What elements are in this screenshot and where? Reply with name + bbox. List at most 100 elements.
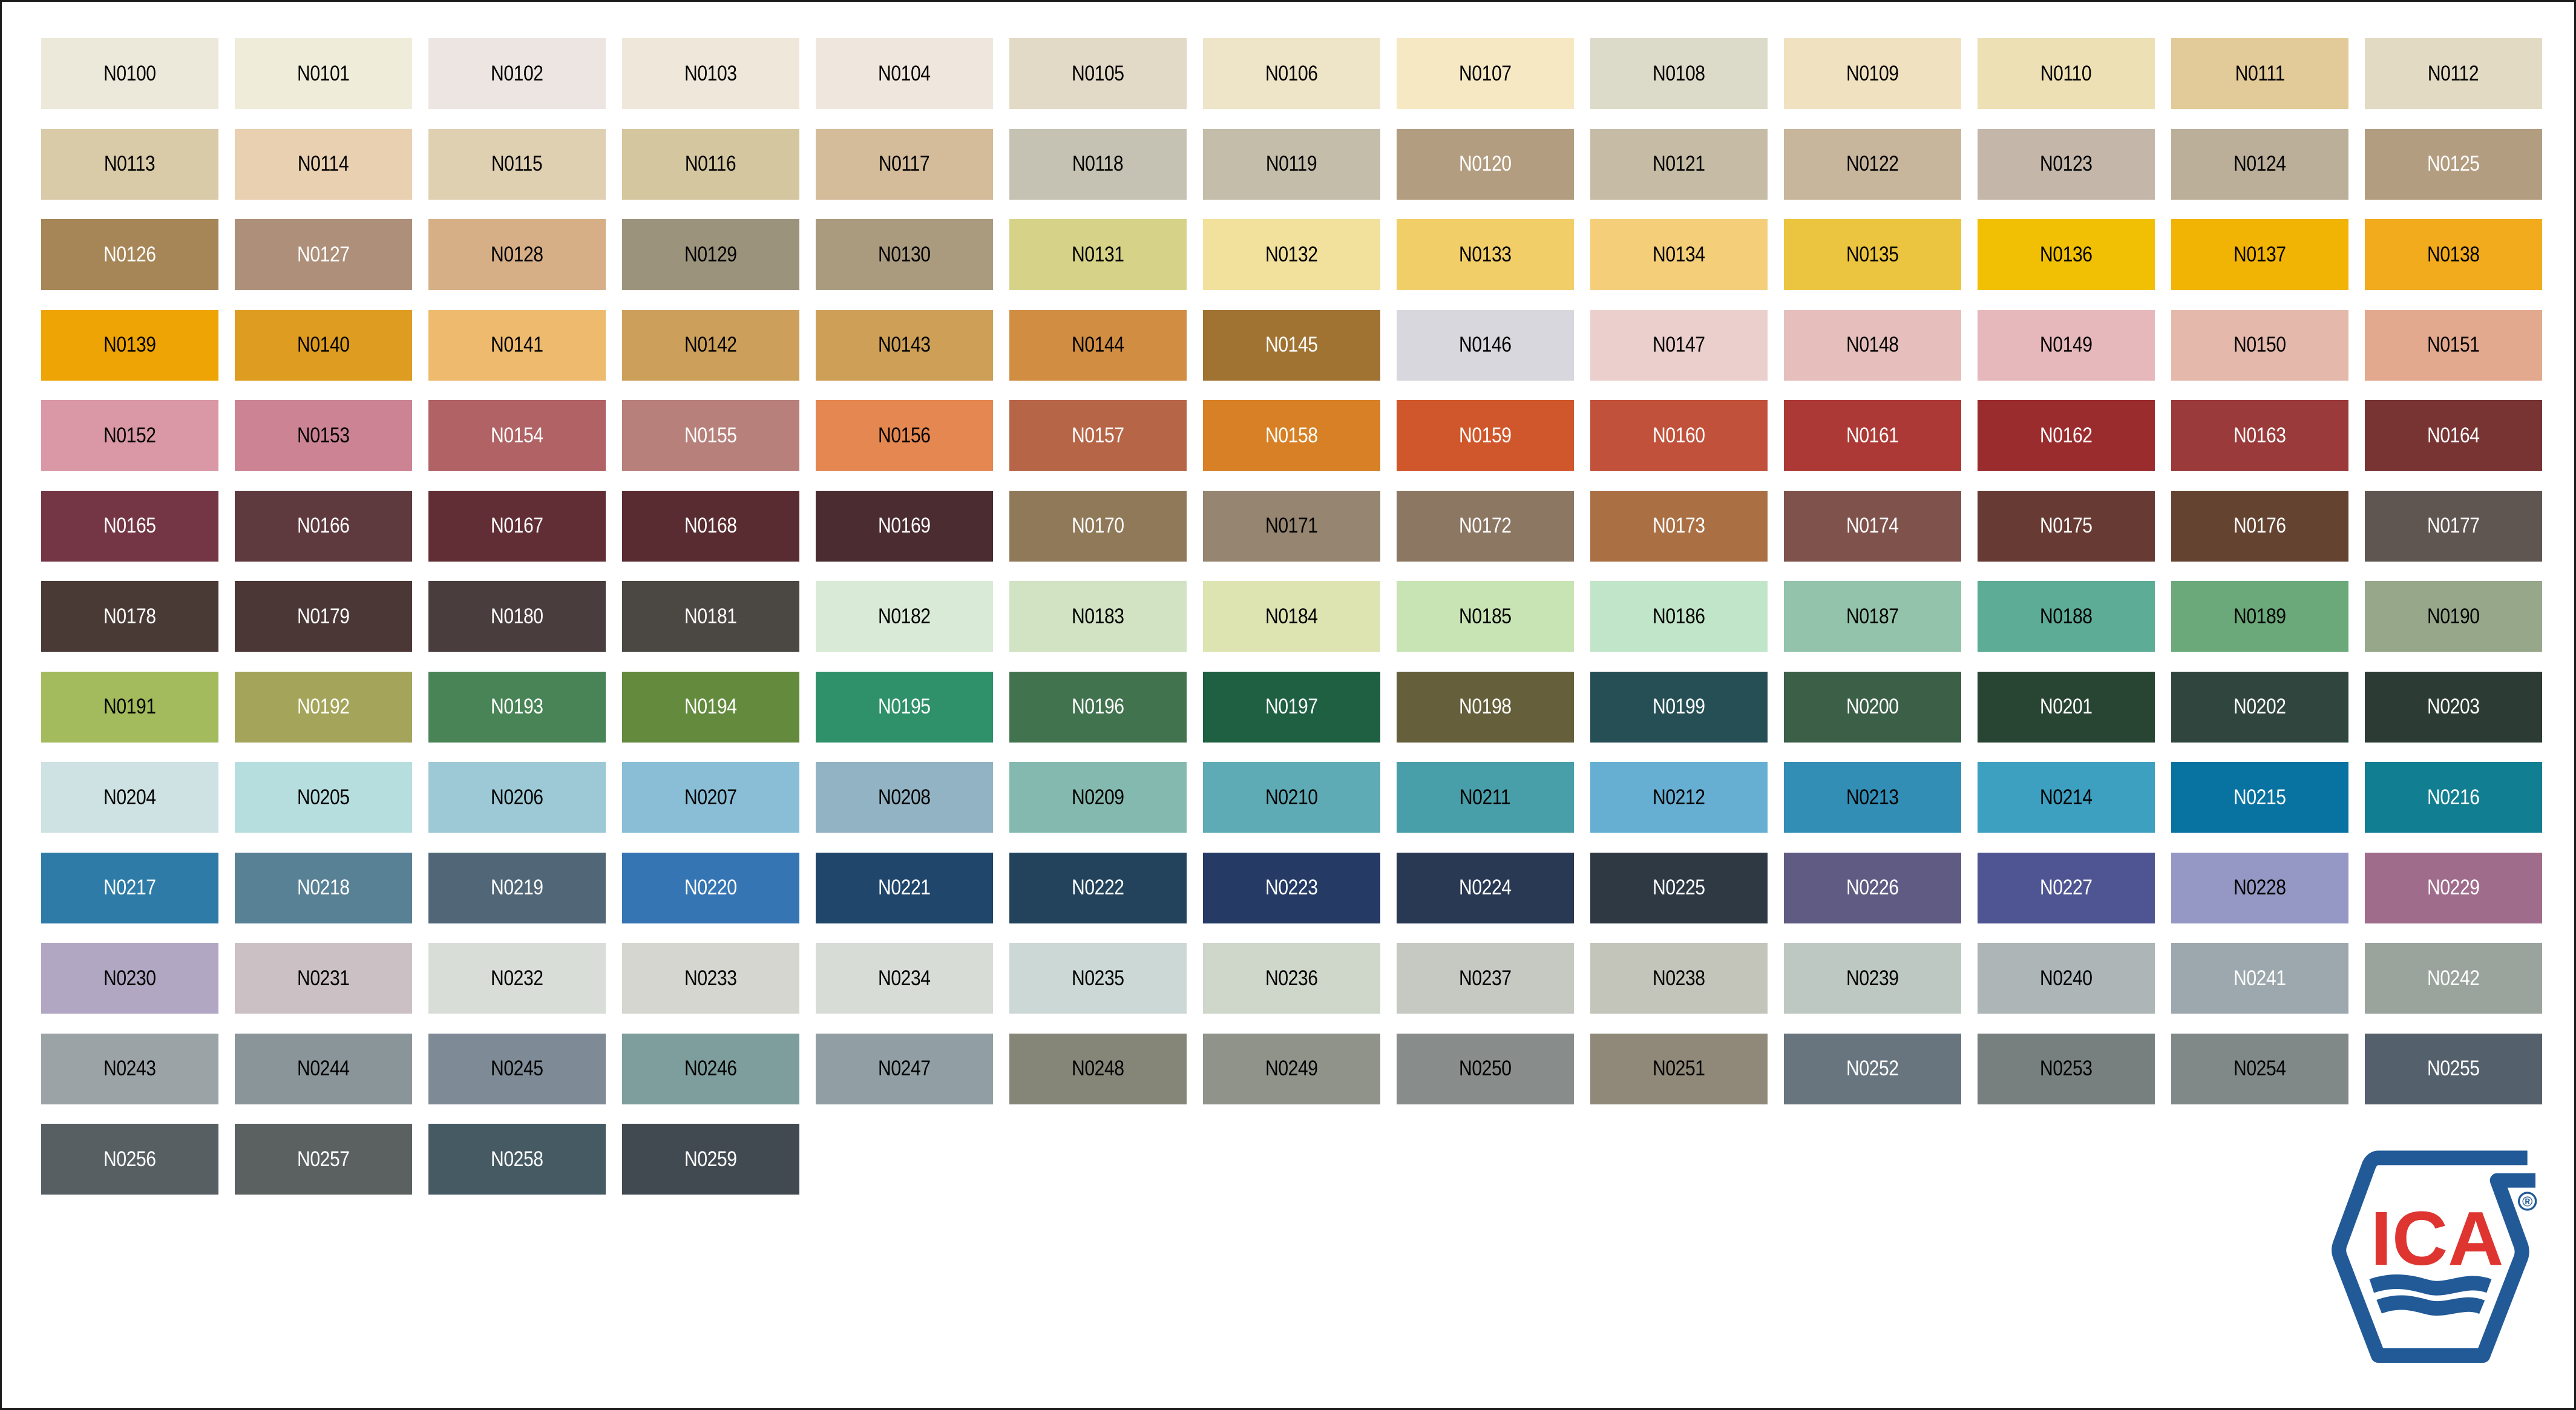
swatch-code-label: N0134: [1653, 242, 1705, 266]
color-swatch: N0196: [1009, 671, 1187, 743]
swatch-code-label: N0257: [297, 1147, 350, 1171]
swatch-code-label: N0124: [2234, 152, 2286, 175]
color-swatch: N0238: [1590, 943, 1768, 1014]
swatch-code-label: N0126: [103, 242, 156, 266]
color-swatch: N0181: [622, 581, 799, 652]
swatch-code-label: N0203: [2427, 695, 2480, 718]
swatch-code-label: N0230: [103, 966, 156, 990]
color-swatch: N0188: [1978, 581, 2155, 652]
color-swatch: N0216: [2365, 762, 2542, 833]
swatch-code-label: N0223: [1265, 876, 1318, 899]
color-swatch: N0255: [2365, 1033, 2542, 1104]
color-swatch: N0201: [1978, 671, 2155, 743]
color-swatch: N0234: [816, 943, 993, 1014]
swatch-code-label: N0182: [878, 604, 931, 628]
color-swatch: N0119: [1203, 128, 1380, 200]
swatch-code-label: N0129: [684, 242, 737, 266]
color-swatch: N0208: [816, 762, 993, 833]
swatch-code-label: N0241: [2234, 966, 2286, 990]
swatch-code-label: N0128: [491, 242, 543, 266]
swatch-code-label: N0125: [2427, 152, 2480, 175]
color-swatch: N0135: [1784, 219, 1961, 290]
swatch-code-label: N0123: [2040, 152, 2093, 175]
color-swatch: N0245: [428, 1033, 606, 1104]
color-swatch: N0136: [1978, 219, 2155, 290]
swatch-code-label: N0210: [1265, 785, 1318, 809]
color-swatch: N0152: [41, 400, 218, 471]
swatch-code-label: N0218: [297, 876, 350, 899]
swatch-code-label: N0189: [2234, 604, 2286, 628]
swatch-code-label: N0225: [1653, 876, 1705, 899]
color-swatch: N0168: [622, 490, 799, 562]
color-swatch: N0160: [1590, 400, 1768, 471]
color-swatch: N0141: [428, 309, 606, 381]
color-swatch: N0187: [1784, 581, 1961, 652]
color-swatch: N0189: [2171, 581, 2348, 652]
swatch-code-label: N0250: [1459, 1057, 1512, 1080]
color-swatch: N0166: [235, 490, 412, 562]
swatch-code-label: N0161: [1846, 423, 1899, 447]
swatch-code-label: N0138: [2427, 242, 2480, 266]
color-swatch: N0111: [2171, 38, 2348, 109]
swatch-code-label: N0147: [1653, 333, 1705, 356]
swatch-code-label: N0119: [1266, 152, 1317, 175]
swatch-code-label: N0144: [1072, 333, 1124, 356]
color-swatch: N0139: [41, 309, 218, 381]
swatch-code-label: N0153: [297, 423, 350, 447]
swatch-code-label: N0224: [1459, 876, 1512, 899]
color-swatch: N0246: [622, 1033, 799, 1104]
color-swatch: N0121: [1590, 128, 1768, 200]
swatch-code-label: N0222: [1072, 876, 1124, 899]
color-swatch: N0112: [2365, 38, 2542, 109]
color-swatch: N0183: [1009, 581, 1187, 652]
swatch-code-label: N0149: [2040, 333, 2093, 356]
color-swatch: N0182: [816, 581, 993, 652]
color-swatch: N0253: [1978, 1033, 2155, 1104]
color-swatch: N0129: [622, 219, 799, 290]
swatch-code-label: N0102: [491, 61, 543, 85]
swatch-code-label: N0214: [2040, 785, 2093, 809]
color-swatch: N0249: [1203, 1033, 1380, 1104]
swatch-code-label: N0216: [2427, 785, 2480, 809]
swatch-code-label: N0155: [684, 423, 737, 447]
color-swatch: N0231: [235, 943, 412, 1014]
swatch-code-label: N0235: [1072, 966, 1124, 990]
swatch-code-label: N0166: [297, 514, 350, 537]
swatch-code-label: N0204: [103, 785, 156, 809]
color-swatch: N0146: [1397, 309, 1574, 381]
swatch-code-label: N0187: [1846, 604, 1899, 628]
swatch-code-label: N0211: [1460, 785, 1511, 809]
color-swatch: N0198: [1397, 671, 1574, 743]
swatch-code-label: N0188: [2040, 604, 2093, 628]
swatch-code-label: N0139: [103, 333, 156, 356]
color-swatch: N0147: [1590, 309, 1768, 381]
swatch-code-label: N0173: [1653, 514, 1705, 537]
swatch-code-label: N0100: [103, 61, 156, 85]
color-swatch: N0205: [235, 762, 412, 833]
swatch-code-label: N0196: [1072, 695, 1124, 718]
color-swatch: N0171: [1203, 490, 1380, 562]
swatch-code-label: N0255: [2427, 1057, 2480, 1080]
swatch-code-label: N0122: [1846, 152, 1899, 175]
swatch-code-label: N0183: [1072, 604, 1124, 628]
color-swatch: N0254: [2171, 1033, 2348, 1104]
color-swatch: N0239: [1784, 943, 1961, 1014]
color-swatch: N0250: [1397, 1033, 1574, 1104]
swatch-code-label: N0236: [1265, 966, 1318, 990]
swatch-code-label: N0175: [2040, 514, 2093, 537]
color-swatch: N0172: [1397, 490, 1574, 562]
color-swatch: N0109: [1784, 38, 1961, 109]
color-swatch: N0104: [816, 38, 993, 109]
swatch-code-label: N0127: [297, 242, 350, 266]
color-swatch: N0244: [235, 1033, 412, 1104]
swatch-code-label: N0148: [1846, 333, 1899, 356]
color-swatch: N0180: [428, 581, 606, 652]
color-swatch: N0230: [41, 943, 218, 1014]
color-swatch: N0178: [41, 581, 218, 652]
swatch-code-label: N0221: [878, 876, 931, 899]
color-swatch: N0256: [41, 1124, 218, 1195]
swatch-code-label: N0248: [1072, 1057, 1124, 1080]
swatch-code-label: N0111: [2235, 61, 2285, 85]
swatch-code-label: N0106: [1265, 61, 1318, 85]
color-swatch: N0132: [1203, 219, 1380, 290]
